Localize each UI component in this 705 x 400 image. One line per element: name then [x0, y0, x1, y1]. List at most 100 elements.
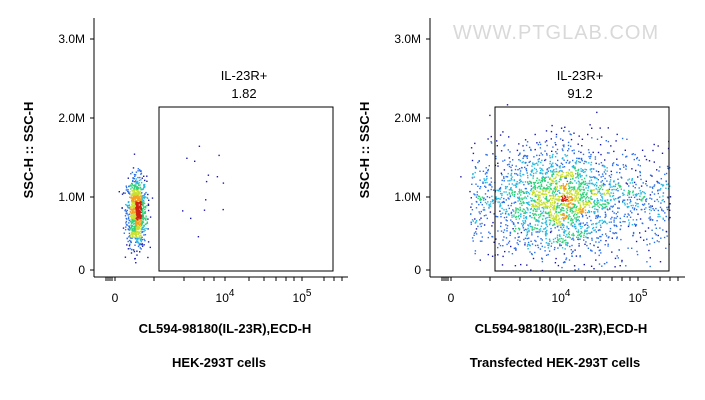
- event-dot: [548, 214, 550, 217]
- event-dot: [560, 244, 562, 247]
- event-dot: [565, 236, 567, 238]
- event-dot: [503, 216, 506, 219]
- event-dot: [662, 195, 664, 197]
- event-dot: [559, 170, 561, 172]
- event-dot: [526, 212, 528, 214]
- x-tick-label: 104: [552, 288, 571, 305]
- event-dot: [546, 187, 549, 190]
- event-dot: [602, 175, 604, 177]
- event-dot: [630, 200, 632, 203]
- event-dot: [133, 223, 135, 225]
- event-dot: [591, 176, 593, 178]
- event-dot: [544, 233, 547, 235]
- event-dot: [546, 224, 548, 226]
- event-dot: [589, 202, 592, 204]
- event-dot: [528, 229, 530, 231]
- event-dot: [598, 249, 600, 252]
- event-dot: [639, 165, 641, 167]
- event-dot: [618, 249, 620, 251]
- event-dot: [130, 220, 132, 223]
- event-dot: [522, 225, 524, 227]
- event-dot: [560, 176, 562, 178]
- event-dot: [508, 165, 511, 168]
- event-dot: [547, 244, 549, 246]
- event-dot: [572, 250, 574, 253]
- event-dot: [472, 152, 475, 155]
- event-dot: [641, 203, 644, 206]
- event-dot: [138, 226, 141, 229]
- event-dot: [660, 237, 662, 239]
- event-dot: [622, 220, 624, 223]
- event-dot: [124, 209, 126, 212]
- event-dot: [550, 166, 552, 168]
- event-dot: [518, 228, 521, 230]
- event-dot: [133, 205, 135, 207]
- event-dot: [515, 247, 517, 250]
- event-dot: [661, 152, 664, 154]
- event-dot: [585, 187, 587, 189]
- event-dot: [130, 234, 132, 236]
- event-dot: [645, 199, 647, 201]
- event-dot: [132, 180, 134, 182]
- event-dot: [121, 207, 123, 209]
- event-dot: [540, 238, 542, 240]
- event-dot: [580, 182, 583, 184]
- event-dot: [545, 176, 547, 178]
- event-dot: [591, 231, 593, 233]
- event-dot: [630, 196, 633, 198]
- event-dot: [523, 197, 525, 199]
- event-dot: [570, 199, 573, 201]
- event-dot: [650, 174, 652, 177]
- event-dot: [584, 168, 586, 171]
- event-dot: [134, 227, 136, 229]
- event-dot: [557, 204, 559, 207]
- event-dot: [628, 222, 631, 224]
- event-dot: [480, 232, 482, 234]
- event-dot: [139, 223, 141, 225]
- event-dot: [489, 203, 492, 205]
- event-dot: [561, 171, 564, 173]
- event-dot: [143, 187, 145, 189]
- event-dot: [141, 215, 143, 217]
- event-dot: [509, 234, 511, 236]
- event-dot: [628, 190, 630, 192]
- event-dot: [504, 144, 506, 146]
- event-dot: [629, 210, 632, 212]
- event-dot: [620, 186, 622, 188]
- event-dot: [633, 209, 635, 211]
- event-dot: [136, 186, 138, 188]
- event-dot: [657, 216, 659, 218]
- event-dot: [141, 211, 144, 213]
- event-dot: [606, 170, 608, 172]
- event-dot: [662, 210, 665, 212]
- event-dot: [655, 227, 657, 229]
- event-dot: [625, 265, 627, 267]
- event-dot: [561, 241, 563, 243]
- event-dot: [569, 210, 571, 213]
- event-dot: [132, 191, 134, 193]
- event-dot: [552, 153, 554, 156]
- event-dot: [506, 225, 509, 227]
- event-dot: [576, 212, 579, 215]
- event-dot: [651, 186, 653, 188]
- event-dot: [608, 175, 611, 177]
- event-dot: [499, 186, 502, 189]
- event-dot: [535, 219, 537, 221]
- event-dot: [581, 183, 583, 185]
- event-dot: [632, 204, 634, 207]
- event-dot: [586, 244, 588, 247]
- event-dot: [551, 156, 553, 159]
- event-dot: [579, 185, 582, 187]
- event-dot: [554, 162, 557, 165]
- event-dot: [562, 261, 565, 264]
- event-dot: [520, 194, 522, 196]
- event-dot: [492, 200, 494, 202]
- event-dot: [560, 210, 562, 212]
- event-dot: [557, 200, 560, 202]
- event-dot: [616, 171, 618, 174]
- event-dot: [140, 221, 142, 223]
- event-dot: [563, 215, 565, 217]
- x-axis-title: CL594-98180(IL-23R),ECD-H: [475, 321, 648, 336]
- event-dot: [132, 205, 135, 208]
- event-dot: [517, 196, 519, 199]
